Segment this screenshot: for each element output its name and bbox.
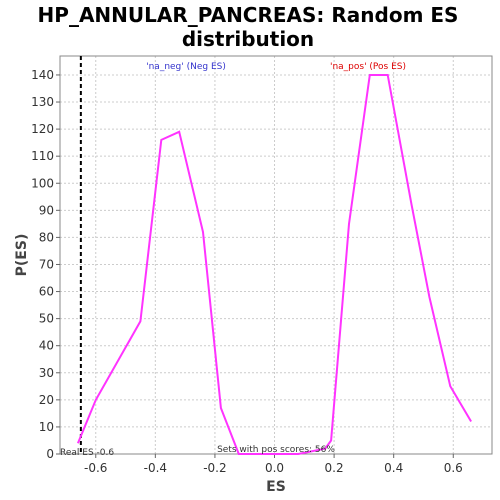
real-es-label: Real ES -0.6 (60, 448, 114, 458)
chart-title-line-1: HP_ANNULAR_PANCREAS: Random ES (38, 3, 459, 27)
y-tick-label: 60 (39, 285, 54, 299)
y-axis-label: P(ES) (14, 234, 30, 277)
y-tick-label: 50 (39, 312, 54, 326)
y-tick-label: 140 (31, 68, 54, 82)
x-tick-label: -0.4 (144, 461, 167, 475)
y-tick-label: 90 (39, 203, 54, 217)
es-distribution-series-line (76, 74, 472, 455)
y-tick-label: 110 (31, 149, 54, 163)
plot-area-frame (59, 55, 493, 455)
chart-title-line-2: distribution (182, 27, 314, 51)
x-tick-label: -0.2 (203, 461, 226, 475)
y-tick-label: 130 (31, 95, 54, 109)
y-tick-label: 20 (39, 393, 54, 407)
y-axis-ticks: 0 10 20 30 40 50 60 70 80 90 100 110 120 130 140 (31, 68, 60, 461)
pos-es-label: 'na_pos' (Pos ES) (330, 62, 406, 72)
x-tick-label: -0.6 (84, 461, 107, 475)
y-tick-label: 10 (39, 420, 54, 434)
x-axis-label: ES (266, 479, 286, 495)
x-tick-label: 0.6 (444, 461, 463, 475)
y-tick-label: 30 (39, 366, 54, 380)
pos-scores-label: Sets with pos scores: 56% (217, 445, 335, 455)
neg-es-label: 'na_neg' (Neg ES) (146, 62, 226, 72)
y-tick-label: 40 (39, 339, 54, 353)
grid-lines (60, 56, 492, 455)
x-axis-ticks: -0.6 -0.4 -0.2 0.0 0.2 0.4 0.6 (84, 454, 463, 475)
y-tick-label: 0 (46, 447, 54, 461)
y-tick-label: 80 (39, 230, 54, 244)
x-tick-label: 0.4 (384, 461, 403, 475)
x-tick-label: 0.2 (325, 461, 344, 475)
x-tick-label: 0.0 (265, 461, 284, 475)
y-tick-label: 100 (31, 176, 54, 190)
y-tick-label: 120 (31, 122, 54, 136)
y-tick-label: 70 (39, 257, 54, 271)
